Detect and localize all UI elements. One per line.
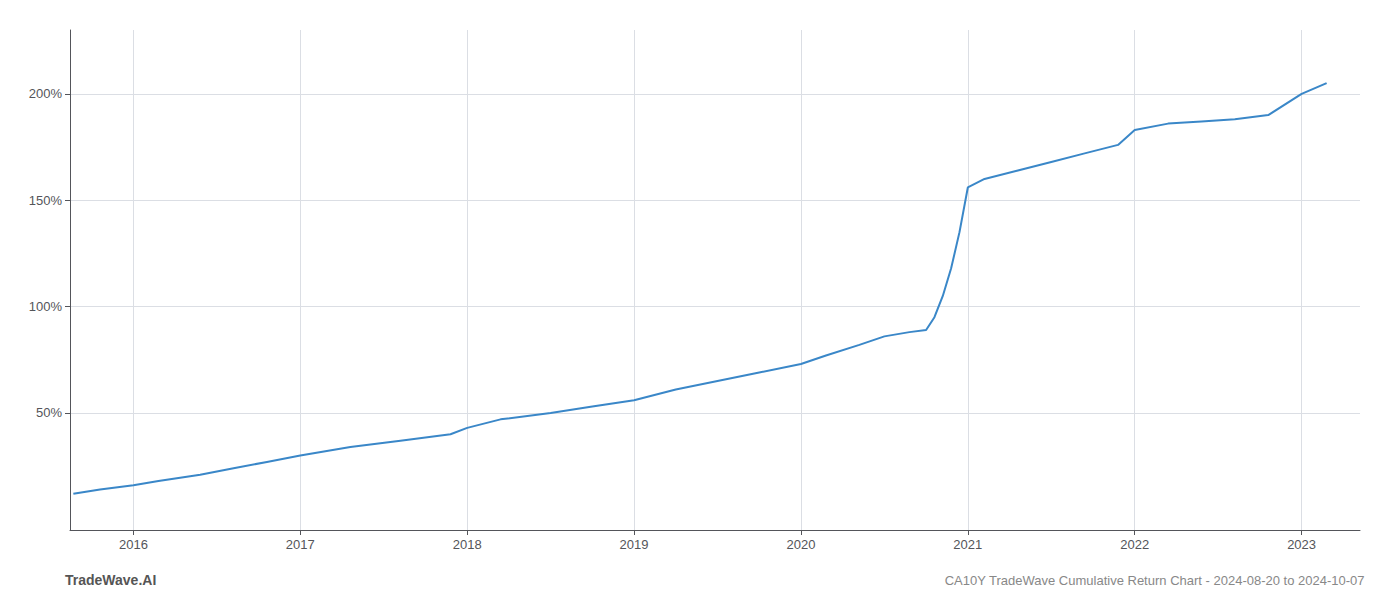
svg-text:2020: 2020 [786,537,815,552]
svg-text:200%: 200% [29,86,63,101]
svg-text:2017: 2017 [286,537,315,552]
svg-text:TradeWave.AI: TradeWave.AI [65,572,156,588]
svg-text:2023: 2023 [1287,537,1316,552]
svg-text:2016: 2016 [119,537,148,552]
svg-text:2021: 2021 [953,537,982,552]
svg-text:150%: 150% [29,193,63,208]
svg-text:2022: 2022 [1120,537,1149,552]
svg-text:50%: 50% [36,405,62,420]
svg-text:100%: 100% [29,299,63,314]
svg-text:2019: 2019 [620,537,649,552]
svg-text:CA10Y TradeWave Cumulative Ret: CA10Y TradeWave Cumulative Return Chart … [945,573,1365,588]
svg-text:2018: 2018 [453,537,482,552]
